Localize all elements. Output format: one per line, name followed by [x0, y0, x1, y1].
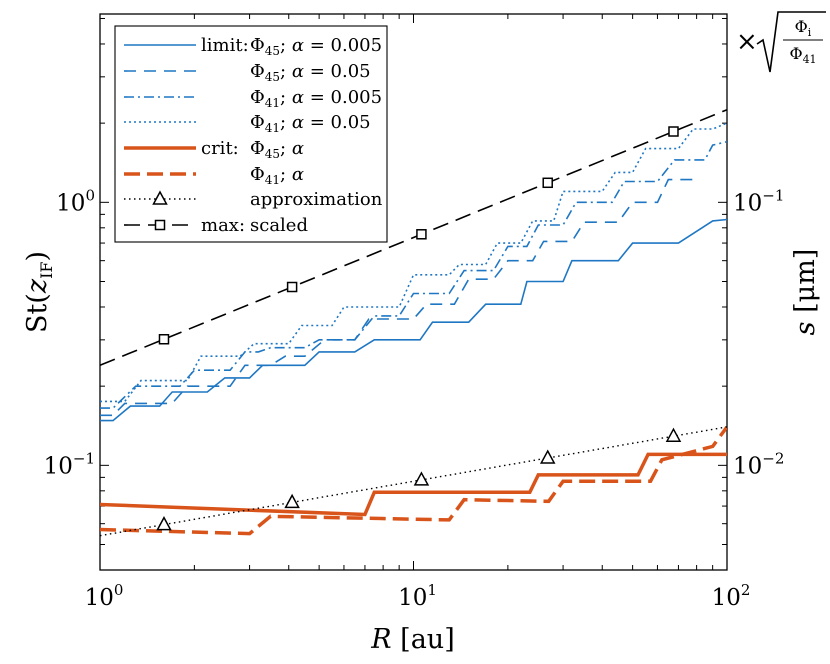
legend-label-2: Φ41; α = 0.005: [250, 87, 382, 110]
markers-layer: [156, 126, 682, 531]
legend-label-7: scaled: [250, 215, 308, 236]
legend-label-4: Φ45; α: [250, 138, 304, 161]
legend-label-0: Φ45; α = 0.005: [250, 35, 382, 58]
series-line-5: [100, 425, 727, 536]
legend-prefix-0: limit:: [201, 35, 249, 56]
legend-label-5: Φ41; α: [250, 164, 304, 187]
x-tick-label: 101: [398, 581, 437, 611]
series-marker-7: [158, 333, 170, 345]
legend-prefix-4: crit:: [201, 138, 239, 159]
series-marker-6: [284, 493, 300, 509]
x-tick-label: 100: [85, 581, 124, 611]
y2-factor-radical: [756, 11, 826, 73]
series-line-6: [100, 426, 727, 537]
legend-label-1: Φ45; α = 0.05: [250, 61, 371, 84]
y-tick-label: 100: [56, 186, 95, 216]
y2-factor-numerator: Φi: [795, 17, 812, 39]
series-line-0: [100, 218, 727, 422]
y2-tick-label: 10−1: [733, 186, 784, 216]
series-marker-7: [286, 281, 298, 293]
legend-marker-7: [154, 219, 166, 231]
series-marker-6: [156, 516, 172, 531]
series-line-3: [100, 122, 727, 403]
legend-marker-6: [152, 190, 168, 205]
y2-factor-times: ×: [736, 27, 758, 57]
series-marker-7: [542, 177, 553, 189]
y2-factor-denominator: Φ41: [789, 44, 816, 66]
series-marker-6: [413, 471, 430, 486]
series-marker-7: [668, 126, 679, 137]
series-layer: [100, 108, 727, 537]
axis-ticks: [99, 14, 728, 571]
legend: limit: Φ45; α = 0.005 Φ45; α = 0.05 Φ41; α …: [114, 25, 388, 243]
legend-box: [114, 25, 388, 243]
series-line-4: [100, 452, 727, 517]
y2-tick-label: 10−2: [733, 449, 784, 479]
series-line-2: [100, 140, 727, 409]
series-marker-6: [539, 449, 556, 464]
x-tick-label: 102: [712, 581, 751, 611]
legend-prefix-7: max:: [201, 215, 245, 236]
legend-label-6: approximation: [250, 189, 383, 210]
legend-label-3: Φ41; α = 0.05: [250, 112, 371, 135]
series-marker-6: [665, 427, 682, 442]
y2-axis-label-text: s [μm]: [790, 249, 821, 336]
y-axis-label-text: St(zIF): [22, 251, 56, 333]
y-tick-label: 10−1: [44, 449, 95, 479]
series-line-1: [100, 178, 697, 417]
series-line-7: [100, 108, 727, 367]
series-marker-7: [416, 229, 427, 240]
y2-axis-label: s [μm]: [790, 249, 821, 336]
x-axis-label: R [au]: [370, 624, 454, 655]
axis-labels: 100 101 102 10−1 100 10−2 10−1 R [au] St(zIF) s […: [22, 11, 826, 655]
y-axis-label: St(zIF): [22, 251, 56, 333]
